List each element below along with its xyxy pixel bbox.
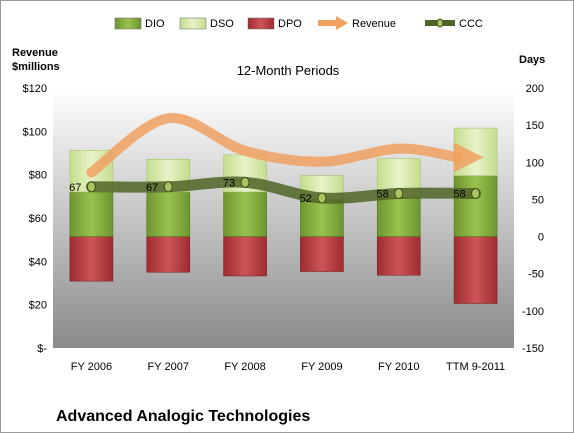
dpo-bar: [146, 236, 191, 273]
legend-swatch: [114, 17, 142, 30]
right-tick-label: 100: [526, 157, 544, 169]
dio-bar: [453, 175, 498, 237]
right-tick-label: 200: [526, 83, 544, 95]
ccc-data-label: 58: [377, 188, 389, 200]
ccc-data-label: 73: [223, 177, 235, 189]
x-tick-label: FY 2008: [224, 361, 265, 373]
x-tick-label: FY 2006: [71, 361, 112, 373]
dpo-bar: [223, 236, 267, 277]
ccc-point: [317, 192, 327, 204]
left-tick-label: $-: [37, 343, 47, 355]
chart-title: 12-Month Periods: [237, 63, 340, 78]
x-tick-label: FY 2010: [378, 361, 419, 373]
legend-swatch: [179, 17, 207, 30]
left-tick-label: $40: [29, 256, 47, 268]
legend-arrowhead: [336, 16, 348, 30]
legend-swatch: [247, 17, 275, 30]
ccc-point: [471, 187, 481, 199]
legend-label: CCC: [459, 18, 483, 30]
left-axis-title-line1: Revenue: [12, 47, 58, 59]
dio-bar: [146, 191, 191, 237]
dio-bar: [300, 199, 344, 237]
dio-bar: [223, 191, 267, 237]
legend-label: DIO: [145, 18, 165, 30]
x-tick-label: FY 2007: [148, 361, 189, 373]
ccc-point: [240, 176, 250, 188]
company-name: Advanced Analogic Technologies: [56, 408, 310, 425]
legend-label: DSO: [210, 18, 234, 30]
right-axis-title: Days: [519, 54, 545, 66]
legend-label: Revenue: [352, 18, 396, 30]
legend: DIO DSO DPO Revenue CCC: [114, 16, 483, 30]
ccc-data-label: 52: [300, 193, 312, 205]
plot-area: [53, 88, 514, 348]
x-axis: FY 2006 FY 2007 FY 2008 FY 2009 FY 2010 TTM 9…: [71, 361, 505, 373]
ccc-point: [86, 181, 96, 193]
revenue-series: [86, 113, 484, 178]
left-tick-label: $120: [23, 83, 47, 95]
left-axis: $120 $100 $80 $60 $40 $20 $-: [23, 83, 48, 355]
right-tick-label: 0: [538, 232, 544, 244]
legend-label: DPO: [278, 18, 302, 30]
dio-bar: [376, 196, 421, 237]
ccc-data-label: 58: [453, 188, 465, 200]
dpo-bar: [453, 236, 498, 304]
right-tick-label: 150: [526, 120, 544, 132]
ccc-point: [394, 187, 404, 199]
right-axis: 200 150 100 50 0 -50 -100 -150: [522, 83, 544, 355]
left-tick-label: $80: [29, 170, 47, 182]
left-tick-label: $100: [23, 126, 47, 138]
left-tick-label: $20: [29, 300, 47, 312]
ccc-point: [163, 181, 173, 193]
dio-bar: [69, 191, 114, 237]
right-tick-label: 50: [532, 194, 544, 206]
ccc-data-label: 67: [146, 182, 158, 194]
legend-marker: [436, 18, 444, 28]
ccc-line: [85, 176, 482, 204]
x-tick-label: TTM 9-2011: [446, 361, 505, 373]
left-tick-label: $60: [29, 213, 47, 225]
dpo-bar: [300, 236, 344, 272]
x-tick-label: FY 2009: [301, 361, 342, 373]
right-tick-label: -100: [522, 306, 544, 318]
ccc-data-label: 67: [69, 182, 81, 194]
left-axis-title-line2: $millions: [12, 61, 60, 73]
revenue-line: [86, 113, 463, 178]
revenue-arrowhead: [453, 142, 484, 173]
dpo-bar: [376, 236, 421, 276]
right-tick-label: -150: [522, 343, 544, 355]
ccc-series: 67 67 73 52 58 58: [69, 176, 482, 205]
right-tick-label: -50: [528, 269, 544, 281]
dpo-bar: [69, 236, 114, 282]
